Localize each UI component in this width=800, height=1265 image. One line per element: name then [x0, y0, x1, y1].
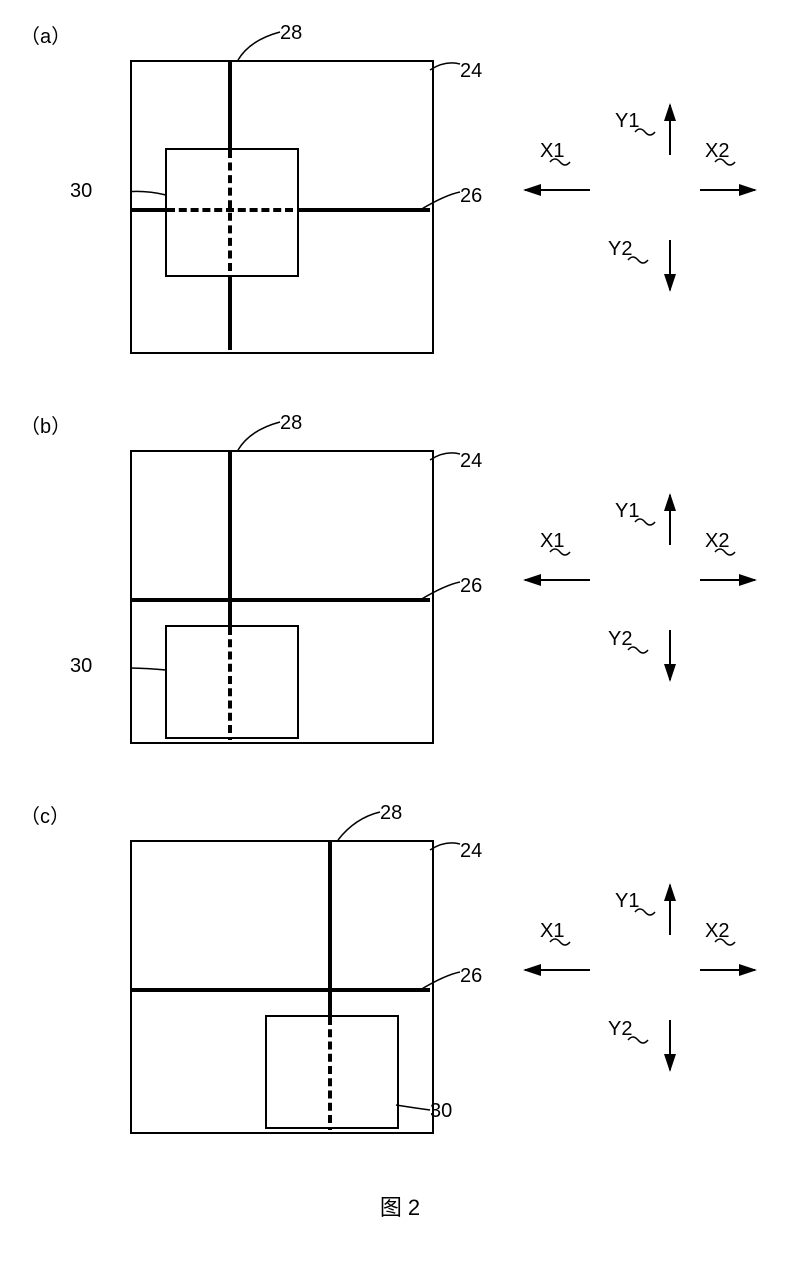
label-30: 30	[70, 655, 92, 678]
label-26: 26	[460, 965, 482, 988]
axis-y2-label: Y2	[608, 238, 632, 261]
axis-y2-label: Y2	[608, 1018, 632, 1041]
label-30: 30	[70, 180, 92, 203]
figure-caption: 图 2	[20, 1190, 780, 1222]
label-30: 30	[430, 1100, 452, 1123]
axis-x2-label: X2	[705, 530, 729, 553]
panel-b-label: （b）	[20, 410, 71, 439]
axis-y1-label: Y1	[615, 500, 639, 523]
axis-y1-label: Y1	[615, 890, 639, 913]
figure-container: （a） 28 24 26 30	[20, 20, 780, 1222]
axis-y2-label: Y2	[608, 628, 632, 651]
panel-b: （b） 28 24 26 30	[20, 410, 780, 780]
panel-c-diagram: 28 24 26 30	[130, 840, 430, 1130]
label-24: 24	[460, 60, 482, 83]
axis-x1-label: X1	[540, 140, 564, 163]
label-24: 24	[460, 840, 482, 863]
panel-b-axes: Y1 X1 X2 Y2	[520, 490, 760, 690]
panel-c-label: （c）	[20, 800, 70, 829]
axis-x1-label: X1	[540, 920, 564, 943]
axis-x2-label: X2	[705, 920, 729, 943]
panel-a-axes: Y1 X1 X2 Y2	[520, 100, 760, 300]
label-28: 28	[280, 22, 302, 45]
label-26: 26	[460, 185, 482, 208]
panel-a-label: （a）	[20, 20, 71, 49]
panel-a-diagram: 28 24 26 30	[130, 60, 430, 350]
panel-c-axes: Y1 X1 X2 Y2	[520, 880, 760, 1080]
panel-c: （c） 28 24 26 30	[20, 800, 780, 1170]
label-28: 28	[280, 412, 302, 435]
label-28: 28	[380, 802, 402, 825]
panel-a: （a） 28 24 26 30	[20, 20, 780, 390]
panel-b-diagram: 28 24 26 30	[130, 450, 430, 740]
label-24: 24	[460, 450, 482, 473]
axis-x1-label: X1	[540, 530, 564, 553]
label-26: 26	[460, 575, 482, 598]
axis-x2-label: X2	[705, 140, 729, 163]
axis-y1-label: Y1	[615, 110, 639, 133]
